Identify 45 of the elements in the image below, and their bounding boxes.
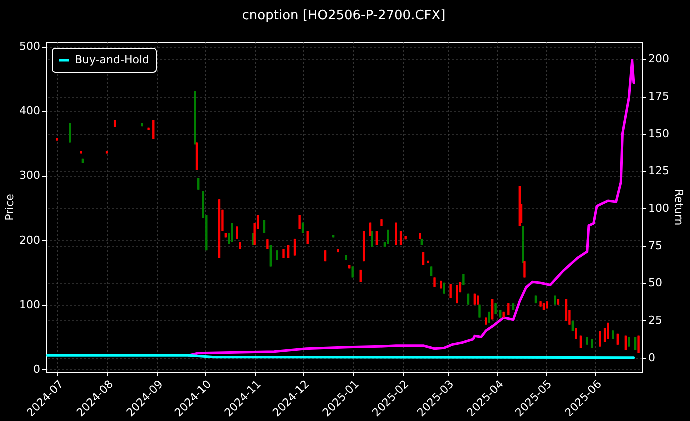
line-series — [188, 59, 636, 357]
candlestick — [450, 284, 452, 299]
legend-label: Buy-and-Hold — [75, 54, 150, 66]
y-tick-label: 200 — [20, 234, 40, 247]
candlestick — [298, 214, 301, 230]
candlestick — [430, 266, 433, 277]
candlestick — [152, 120, 155, 140]
candlestick — [628, 336, 630, 348]
chart-title: cnoption [HO2506-P-2700.CFX] — [242, 8, 446, 24]
candlestick — [266, 239, 269, 250]
candlestick — [524, 261, 526, 278]
candlestick — [369, 222, 372, 237]
y-tick-label: 0 — [34, 362, 40, 376]
y2-axis-title: Return — [672, 189, 686, 226]
y-axis-title: Price — [4, 194, 17, 221]
y-tick-label: 500 — [20, 40, 40, 54]
y2-tick-label: 0 — [648, 351, 656, 364]
y2-tick-label: 100 — [648, 202, 670, 215]
candlestick — [236, 226, 238, 240]
candlestick — [422, 252, 425, 266]
y2-tick-label: 150 — [648, 127, 670, 140]
y2-tick-label: 75 — [648, 239, 662, 252]
candlestick — [599, 330, 602, 348]
y2-tick-label: 25 — [648, 314, 662, 327]
candlestick — [263, 220, 266, 234]
y2-tick-label: 175 — [648, 90, 670, 103]
candlestick — [395, 222, 398, 246]
candlestick — [638, 335, 640, 354]
y2-tick-label: 50 — [648, 276, 662, 290]
candlestick — [634, 336, 637, 351]
candlestick — [276, 250, 278, 261]
y2-tick-label: 125 — [648, 164, 670, 178]
candlestick — [565, 298, 568, 322]
candlestick — [306, 230, 309, 245]
y-tick-label: 300 — [20, 169, 40, 182]
candlestick — [376, 230, 378, 246]
y-tick-label: 100 — [20, 298, 40, 312]
candlestick — [434, 277, 436, 288]
candlestick — [294, 238, 296, 256]
candlestick — [400, 230, 402, 246]
candlestick — [492, 298, 494, 320]
candlestick — [478, 304, 481, 318]
candlestick — [287, 244, 290, 259]
y-tick-label: 400 — [20, 104, 40, 118]
y2-tick-label: 200 — [648, 52, 670, 66]
